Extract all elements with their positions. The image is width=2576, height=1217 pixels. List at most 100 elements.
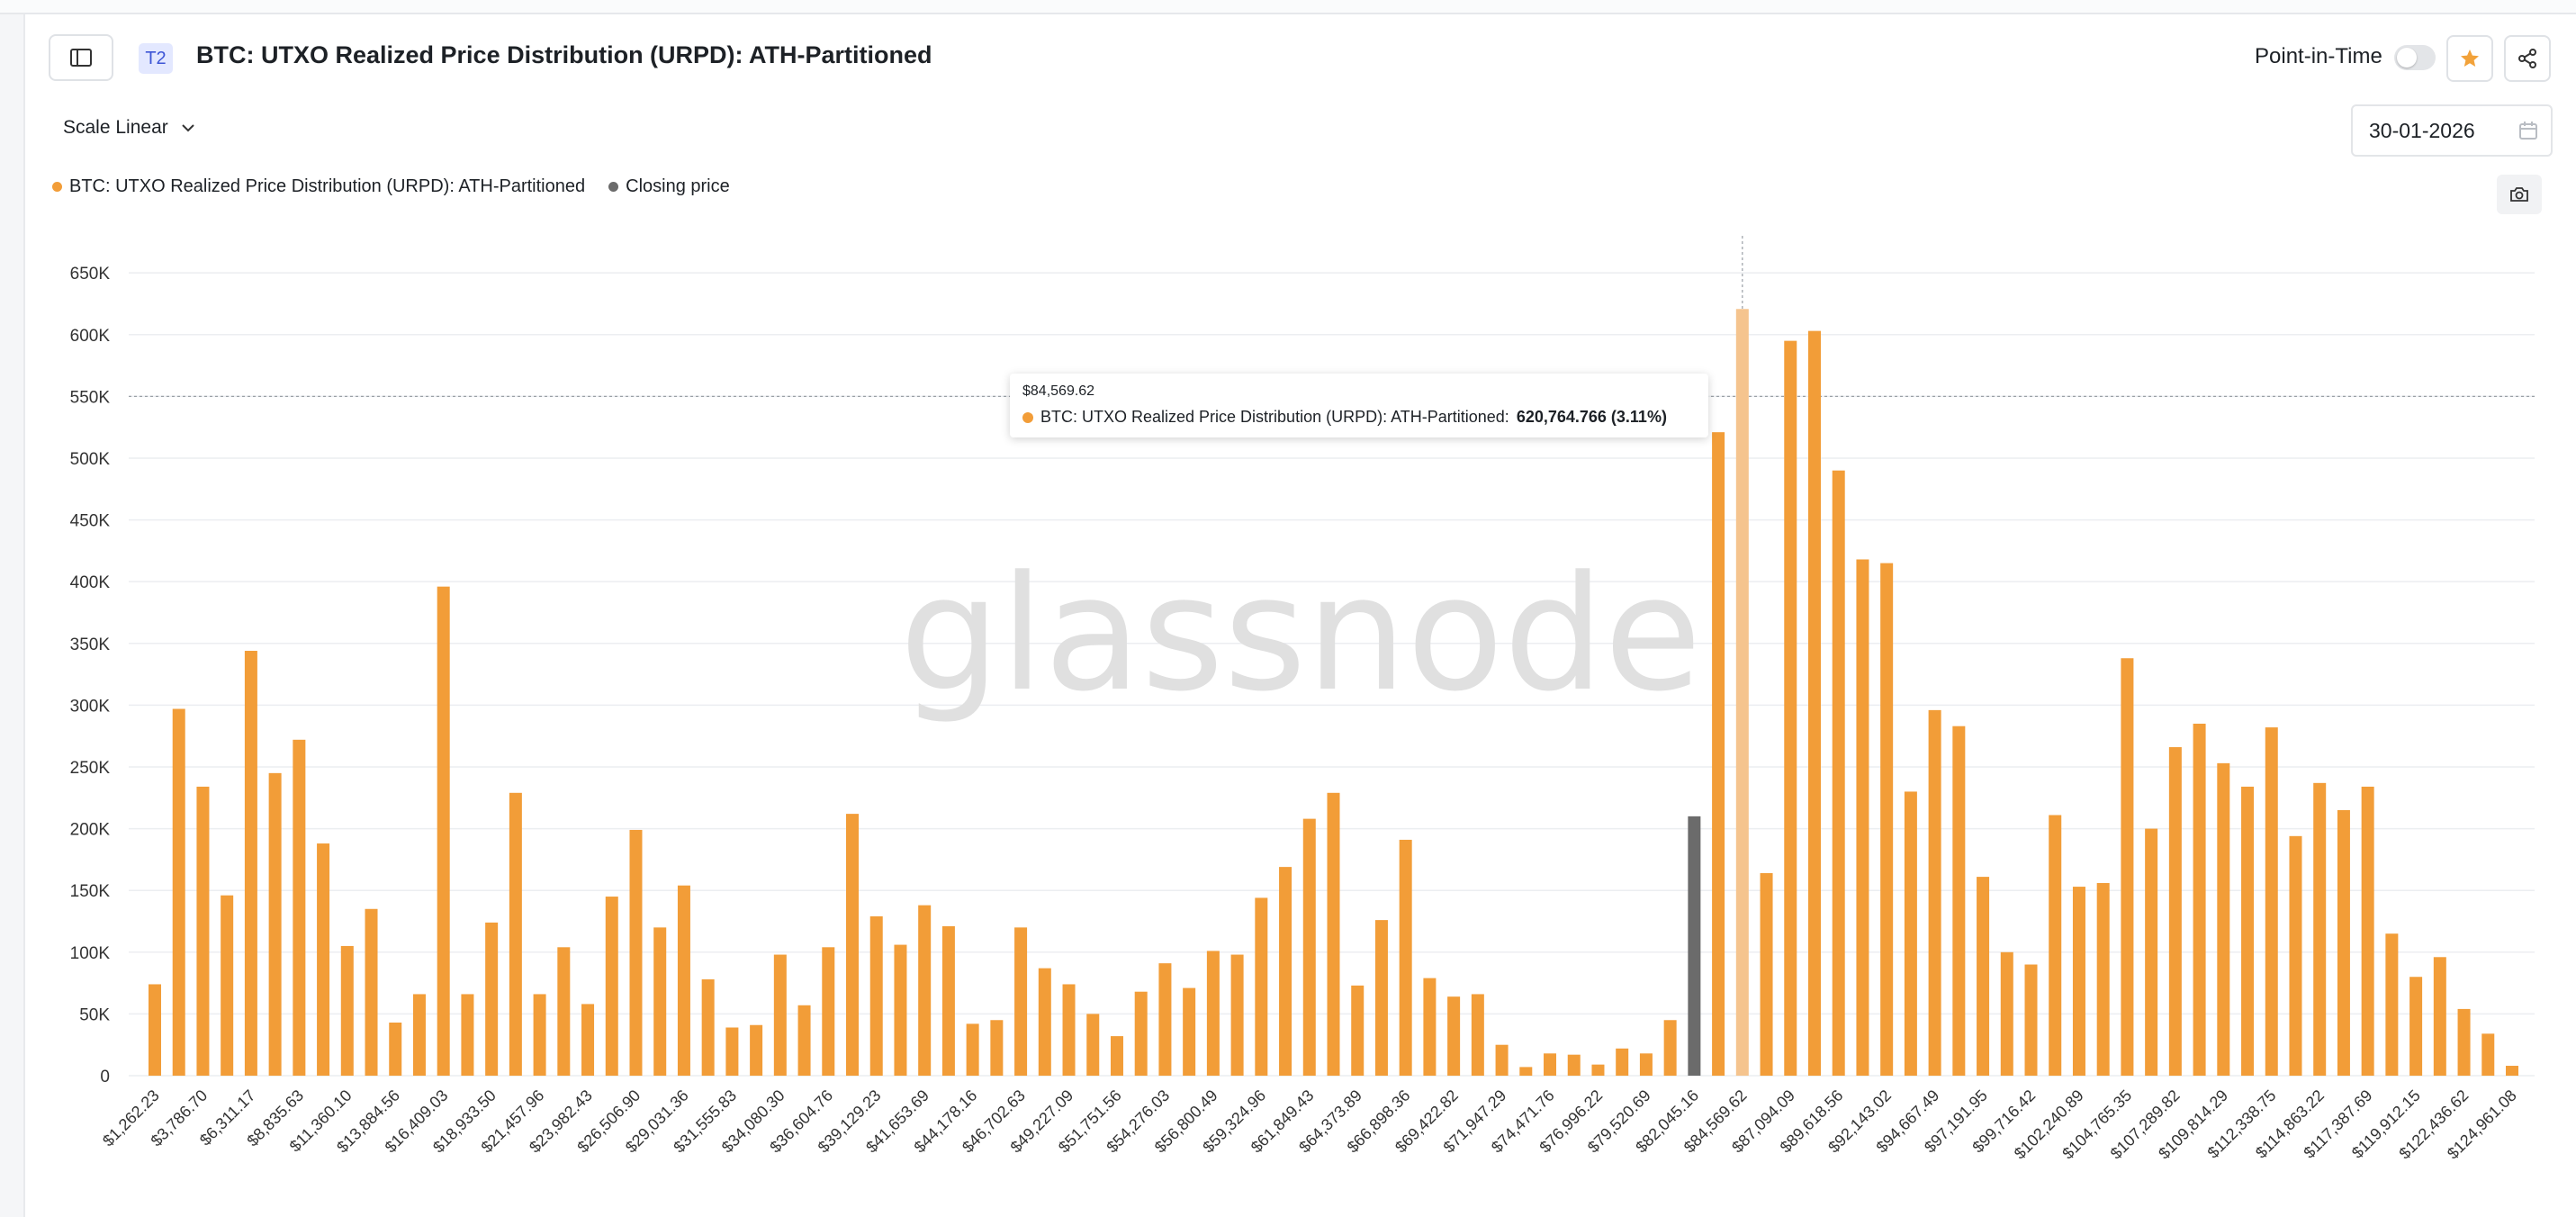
urpd-bar[interactable] <box>2049 815 2062 1076</box>
urpd-bar[interactable] <box>2241 786 2255 1076</box>
scale-select[interactable]: Scale Linear <box>63 117 195 139</box>
date-input[interactable]: 30-01-2026 <box>2351 104 2553 157</box>
urpd-bar[interactable] <box>1639 1053 1653 1076</box>
urpd-bar[interactable] <box>2361 786 2374 1076</box>
urpd-bar[interactable] <box>869 916 883 1076</box>
urpd-bar[interactable] <box>990 1020 1004 1076</box>
urpd-bar[interactable] <box>941 925 955 1076</box>
urpd-bar[interactable] <box>293 739 306 1076</box>
urpd-bar[interactable] <box>605 897 618 1076</box>
urpd-bar[interactable] <box>2457 1008 2471 1076</box>
urpd-bar[interactable] <box>2193 723 2206 1076</box>
urpd-bar[interactable] <box>1663 1020 1677 1076</box>
urpd-bar[interactable] <box>196 786 210 1076</box>
urpd-bar[interactable] <box>918 905 932 1076</box>
urpd-bar[interactable] <box>2168 747 2182 1076</box>
urpd-bar[interactable] <box>1038 968 1051 1076</box>
urpd-bar[interactable] <box>1423 978 1437 1076</box>
urpd-bar[interactable] <box>533 994 546 1076</box>
point-in-time-toggle[interactable] <box>2394 45 2436 70</box>
urpd-bar[interactable] <box>268 772 282 1076</box>
urpd-bar[interactable] <box>1519 1067 1533 1076</box>
urpd-bar[interactable] <box>1183 987 1196 1076</box>
urpd-bar[interactable] <box>725 1027 739 1076</box>
closing-price-bar[interactable] <box>1688 816 1701 1076</box>
urpd-bar[interactable] <box>244 651 257 1076</box>
urpd-bar[interactable] <box>1591 1064 1605 1076</box>
legend-item-closing-price[interactable]: Closing price <box>608 176 730 197</box>
urpd-bar[interactable] <box>149 984 161 1076</box>
urpd-bar[interactable] <box>557 947 571 1076</box>
sidebar-toggle-button[interactable] <box>49 34 113 81</box>
urpd-bar[interactable] <box>2409 977 2423 1076</box>
urpd-bar[interactable] <box>1014 927 1028 1076</box>
urpd-bar[interactable] <box>1567 1054 1581 1076</box>
urpd-bar[interactable] <box>581 1004 595 1076</box>
urpd-bar[interactable] <box>1206 951 1220 1076</box>
share-button[interactable] <box>2504 35 2551 82</box>
urpd-bar[interactable] <box>2337 810 2350 1076</box>
urpd-bar[interactable] <box>773 954 787 1076</box>
urpd-bar[interactable] <box>2481 1033 2495 1076</box>
urpd-bar[interactable] <box>1616 1048 1629 1076</box>
urpd-bar[interactable] <box>2217 762 2230 1076</box>
urpd-bar[interactable] <box>701 978 715 1076</box>
urpd-bar[interactable] <box>2433 957 2446 1076</box>
urpd-bar[interactable] <box>1255 897 1268 1076</box>
urpd-bar[interactable] <box>2000 951 2013 1076</box>
urpd-bar[interactable] <box>317 843 330 1076</box>
urpd-bar[interactable] <box>1230 954 1244 1076</box>
urpd-bar[interactable] <box>365 908 378 1076</box>
urpd-bar[interactable] <box>822 947 835 1076</box>
urpd-bar[interactable] <box>412 994 426 1076</box>
urpd-bar[interactable] <box>2313 782 2327 1076</box>
urpd-bar[interactable] <box>485 922 499 1076</box>
urpd-bar[interactable] <box>2121 658 2134 1076</box>
urpd-bar[interactable] <box>340 945 354 1076</box>
urpd-bar[interactable] <box>1928 709 1941 1076</box>
legend-item-urpd[interactable]: BTC: UTXO Realized Price Distribution (U… <box>52 176 585 197</box>
urpd-bar[interactable] <box>1880 563 1894 1076</box>
urpd-bar[interactable] <box>2145 828 2158 1076</box>
urpd-bar[interactable] <box>2265 727 2278 1076</box>
urpd-bar[interactable] <box>1374 920 1388 1076</box>
urpd-bar[interactable] <box>677 885 690 1076</box>
screenshot-button[interactable] <box>2497 175 2542 214</box>
urpd-bar[interactable] <box>1134 991 1148 1076</box>
urpd-bar[interactable] <box>1712 432 1725 1076</box>
urpd-bar[interactable] <box>1158 963 1172 1076</box>
urpd-bar[interactable] <box>1351 985 1365 1076</box>
urpd-bar[interactable] <box>2096 882 2110 1076</box>
urpd-bar[interactable] <box>509 792 522 1076</box>
urpd-bar[interactable] <box>1062 984 1076 1076</box>
urpd-bar[interactable] <box>1904 791 1917 1076</box>
urpd-bar[interactable] <box>2289 835 2302 1076</box>
urpd-bar[interactable] <box>1495 1044 1509 1076</box>
urpd-bar[interactable] <box>653 927 667 1076</box>
urpd-bar[interactable] <box>1447 996 1461 1076</box>
urpd-bar[interactable] <box>797 1005 811 1076</box>
urpd-bar[interactable] <box>2024 964 2038 1076</box>
urpd-bar[interactable] <box>1110 1036 1123 1076</box>
urpd-bar[interactable] <box>1735 309 1749 1076</box>
urpd-bar[interactable] <box>1544 1053 1557 1076</box>
urpd-bar[interactable] <box>1952 726 1966 1076</box>
urpd-bar[interactable] <box>1856 559 1869 1076</box>
urpd-bar[interactable] <box>966 1023 979 1076</box>
urpd-bar[interactable] <box>1327 792 1340 1076</box>
urpd-bar[interactable] <box>2072 887 2085 1076</box>
urpd-bar[interactable] <box>389 1023 402 1076</box>
urpd-bar[interactable] <box>1760 872 1773 1076</box>
urpd-bar[interactable] <box>750 1024 763 1076</box>
urpd-bar[interactable] <box>1807 330 1821 1076</box>
urpd-bar[interactable] <box>846 814 860 1076</box>
urpd-bar[interactable] <box>2385 933 2399 1076</box>
urpd-bar[interactable] <box>2506 1066 2518 1076</box>
urpd-bar[interactable] <box>221 895 234 1076</box>
urpd-bar[interactable] <box>629 829 643 1076</box>
urpd-bar[interactable] <box>172 708 185 1076</box>
urpd-bar[interactable] <box>894 944 907 1076</box>
urpd-bar[interactable] <box>1086 1014 1100 1076</box>
urpd-bar[interactable] <box>1471 994 1484 1076</box>
favorite-button[interactable] <box>2446 35 2493 82</box>
